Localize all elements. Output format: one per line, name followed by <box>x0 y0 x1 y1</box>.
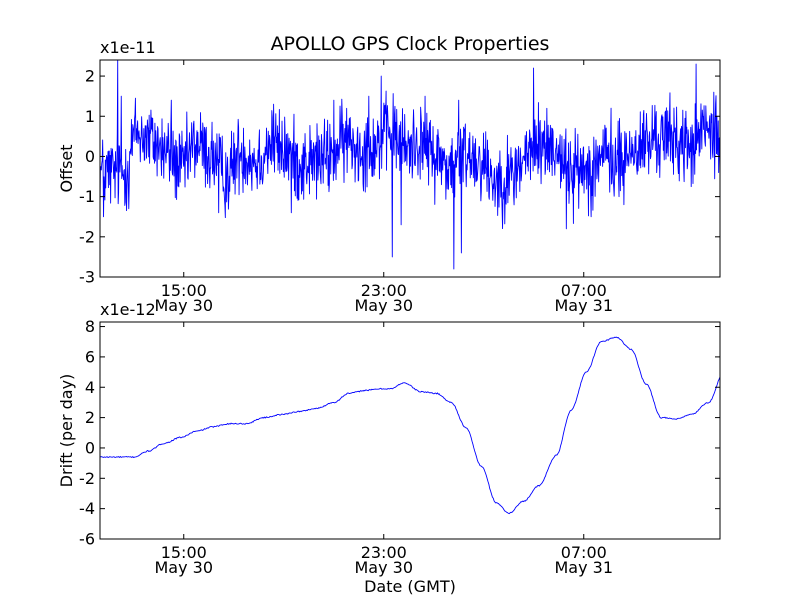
drift-axes-frame <box>99 321 721 540</box>
x-tick-label-time: 15:00 <box>161 543 207 562</box>
drift-series-line <box>100 336 720 515</box>
y-tick-label: 8 <box>85 317 95 336</box>
x-tick-label-date: May 30 <box>154 558 213 577</box>
offset-axes-frame <box>99 59 721 278</box>
offset-series-line <box>100 60 720 270</box>
x-tick-label-date: May 31 <box>554 296 613 315</box>
y-tick-label: 1 <box>85 107 95 126</box>
x-tick-label-time: 15:00 <box>161 281 207 300</box>
drift-x-axis-label: Date (GMT) <box>364 577 456 596</box>
x-tick-label-time: 23:00 <box>361 281 407 300</box>
x-tick-label-date: May 30 <box>354 296 413 315</box>
x-tick-label-date: May 30 <box>354 558 413 577</box>
x-tick-label-date: May 31 <box>554 558 613 577</box>
y-tick-label: 2 <box>85 408 95 427</box>
y-tick-label: 0 <box>85 438 95 457</box>
y-tick-label: -6 <box>79 530 95 549</box>
drift-y-multiplier: x1e-12 <box>100 300 156 319</box>
y-tick-label: -2 <box>79 227 95 246</box>
y-tick-label: -1 <box>79 187 95 206</box>
y-tick-label: -2 <box>79 469 95 488</box>
y-tick-label: 4 <box>85 378 95 397</box>
y-tick-label: 6 <box>85 347 95 366</box>
x-tick-label-time: 23:00 <box>361 543 407 562</box>
offset-y-multiplier: x1e-11 <box>100 38 156 57</box>
drift-plot-area <box>100 336 720 515</box>
chart-title: APOLLO GPS Clock Properties <box>271 33 550 55</box>
x-tick-label-time: 07:00 <box>561 543 607 562</box>
y-tick-label: 0 <box>85 147 95 166</box>
offset-plot-area <box>100 60 720 270</box>
y-tick-label: -3 <box>79 268 95 287</box>
drift-y-axis-label: Drift (per day) <box>57 374 76 488</box>
x-tick-label-time: 07:00 <box>561 281 607 300</box>
x-tick-label-date: May 30 <box>154 296 213 315</box>
offset-y-axis-label: Offset <box>57 144 76 192</box>
y-tick-label: 2 <box>85 67 95 86</box>
y-tick-label: -4 <box>79 499 95 518</box>
